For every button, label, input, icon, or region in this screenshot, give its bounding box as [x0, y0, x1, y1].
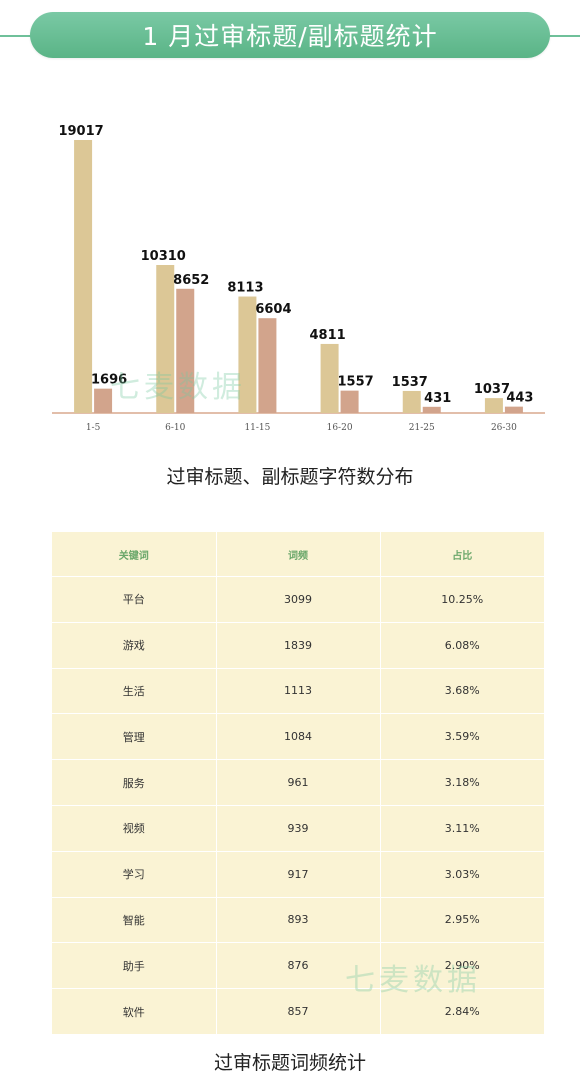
keyword-table: 关键词 词频 占比 平台 3099 10.25% 游戏 1839 6.08% 生活 1113 3…: [52, 532, 544, 1035]
cell-keyword: 软件: [52, 988, 217, 1035]
cell-keyword: 游戏: [52, 622, 217, 669]
bar-series-1-6-10: [156, 264, 175, 413]
bar-value-label: 1557: [337, 375, 373, 390]
cell-frequency: 961: [216, 759, 381, 806]
cell-frequency: 939: [216, 805, 381, 852]
cell-keyword: 学习: [52, 851, 217, 898]
table-row: 平台 3099 10.25%: [52, 576, 544, 623]
cell-ratio: 3.03%: [380, 851, 544, 898]
cell-ratio: 10.25%: [380, 576, 544, 623]
bar-series-2-16-20: [340, 390, 359, 413]
bar-value-label: 8113: [227, 281, 263, 296]
bar-series-1-1-5: [74, 140, 93, 413]
x-tick-label: 26-30: [491, 423, 517, 433]
table-row: 视频 939 3.11%: [52, 805, 544, 852]
cell-keyword: 管理: [52, 713, 217, 761]
bar-value-label: 8652: [173, 273, 209, 288]
cell-frequency: 876: [216, 942, 381, 990]
cell-keyword: 助手: [52, 942, 217, 990]
table-row: 助手 876 2.90%: [52, 942, 544, 990]
cell-ratio: 2.95%: [380, 897, 544, 944]
cell-frequency: 1839: [216, 622, 381, 669]
bar-value-label: 1696: [91, 373, 127, 388]
bar-series-1-16-20: [320, 343, 339, 413]
table-row: 游戏 1839 6.08%: [52, 622, 544, 669]
cell-keyword: 服务: [52, 759, 217, 806]
watermark-table: 七麦数据: [345, 963, 481, 998]
page-title: 1 月过审标题/副标题统计: [30, 12, 550, 58]
table-row: 管理 1084 3.59%: [52, 713, 544, 761]
cell-keyword: 智能: [52, 897, 217, 944]
table-header-row: 关键词 词频 占比: [52, 532, 544, 577]
bar-series-1-21-25: [402, 390, 421, 413]
table-row: 生活 1113 3.68%: [52, 668, 544, 715]
cell-ratio: 3.18%: [380, 759, 544, 806]
cell-keyword: 平台: [52, 576, 217, 623]
bar-value-label: 1037: [474, 382, 510, 397]
chart-title: 过审标题、副标题字符数分布: [166, 466, 414, 488]
bar-value-label: 4811: [309, 328, 345, 343]
table-row: 服务 961 3.18%: [52, 759, 544, 806]
bar-series-2-11-15: [258, 318, 277, 413]
cell-frequency: 857: [216, 988, 381, 1035]
bar-series-1-26-30: [484, 398, 503, 413]
column-header-ratio: 占比: [380, 532, 544, 577]
bar-series-2-21-25: [422, 406, 441, 413]
bar-series-2-1-5: [94, 388, 113, 413]
table-row: 学习 917 3.03%: [52, 851, 544, 898]
table-row: 软件 857 2.84%: [52, 988, 544, 1035]
bar-chart: 19017 1696 1-5 10310 8652 6-10 8113 6604 11-15 48…: [52, 124, 545, 433]
cell-keyword: 生活: [52, 668, 217, 715]
column-header-frequency: 词频: [216, 532, 381, 577]
x-tick-label: 6-10: [165, 423, 185, 433]
bar-value-label: 6604: [255, 302, 291, 317]
x-tick-label: 1-5: [86, 423, 101, 433]
cell-ratio: 2.90%: [380, 942, 544, 990]
bar-series-1-11-15: [238, 296, 257, 413]
cell-ratio: 3.68%: [380, 668, 544, 715]
cell-ratio: 3.59%: [380, 713, 544, 761]
bar-value-label: 19017: [58, 124, 103, 139]
bar-series-2-6-10: [176, 288, 195, 413]
x-tick-label: 11-15: [244, 423, 270, 433]
bar-series-2-26-30: [504, 406, 523, 413]
cell-frequency: 917: [216, 851, 381, 898]
cell-ratio: 3.11%: [380, 805, 544, 852]
table-title: 过审标题词频统计: [213, 1052, 366, 1074]
cell-frequency: 1113: [216, 668, 381, 715]
cell-ratio: 2.84%: [380, 988, 544, 1035]
table-row: 智能 893 2.95%: [52, 897, 544, 944]
cell-ratio: 6.08%: [380, 622, 544, 669]
cell-frequency: 893: [216, 897, 381, 944]
column-header-keyword: 关键词: [52, 532, 217, 577]
bar-value-label: 1537: [392, 375, 428, 390]
cell-keyword: 视频: [52, 805, 217, 852]
cell-frequency: 3099: [216, 576, 381, 623]
bar-value-label: 10310: [141, 249, 186, 264]
x-tick-label: 21-25: [409, 423, 435, 433]
cell-frequency: 1084: [216, 713, 381, 761]
x-tick-label: 16-20: [327, 423, 353, 433]
watermark-chart: 七麦数据: [110, 370, 246, 405]
bar-value-label: 431: [424, 391, 451, 406]
bar-value-label: 443: [506, 391, 533, 406]
